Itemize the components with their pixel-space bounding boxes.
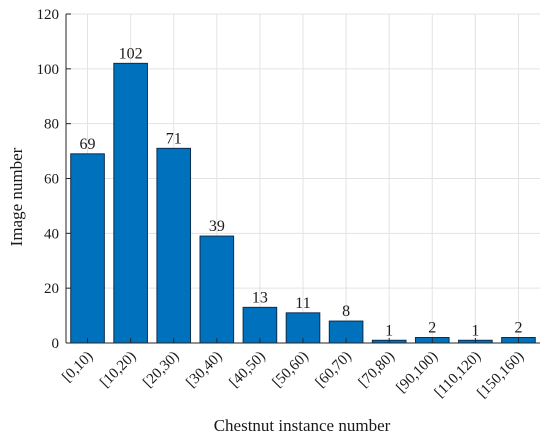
data-label: 11 <box>295 295 310 312</box>
y-tick-label: 60 <box>44 172 59 188</box>
x-tick-label: [50,60) <box>270 349 312 391</box>
x-tick-label: [70,80) <box>356 349 398 391</box>
y-tick-label: 0 <box>52 336 60 352</box>
axes <box>65 13 540 344</box>
x-tick-label: [30,40) <box>183 349 225 391</box>
data-label: 39 <box>209 218 225 235</box>
x-tick-label: [60,70) <box>313 349 355 391</box>
x-tick-label: [40,50) <box>226 349 268 391</box>
bar <box>199 235 235 344</box>
y-axis-label: Image number <box>7 147 26 246</box>
y-tick-label: 120 <box>37 7 60 23</box>
bar <box>156 147 192 344</box>
x-tick-label: [20,30) <box>140 349 182 391</box>
y-tick-label: 40 <box>44 226 59 242</box>
data-labels: 69 102 71 39 13 11 8 1 2 1 2 <box>80 45 523 339</box>
x-tick-label: [0,10) <box>59 349 96 386</box>
bar <box>242 306 278 344</box>
bars <box>70 62 536 344</box>
data-label: 2 <box>514 320 522 337</box>
x-tick-label: [150,160) <box>474 349 527 402</box>
bar <box>285 312 321 344</box>
data-label: 69 <box>80 136 96 153</box>
data-label: 1 <box>471 322 479 339</box>
y-tick-label: 100 <box>37 62 60 78</box>
y-tick-label: 20 <box>44 281 59 297</box>
data-label: 1 <box>385 322 393 339</box>
data-label: 102 <box>119 45 143 62</box>
bar <box>70 153 105 344</box>
tick-labels: 0 20 40 60 80 100 120 [0,10) [10,20) [20,30) [30,4… <box>37 7 528 401</box>
x-axis-label: Chestnut instance number <box>214 416 391 435</box>
x-tick-label: [10,20) <box>97 349 139 391</box>
data-label: 8 <box>342 303 350 320</box>
data-label: 71 <box>166 130 182 147</box>
y-tick-label: 80 <box>44 117 59 133</box>
data-label: 13 <box>252 289 268 306</box>
bar <box>113 62 148 344</box>
data-label: 2 <box>428 320 436 337</box>
